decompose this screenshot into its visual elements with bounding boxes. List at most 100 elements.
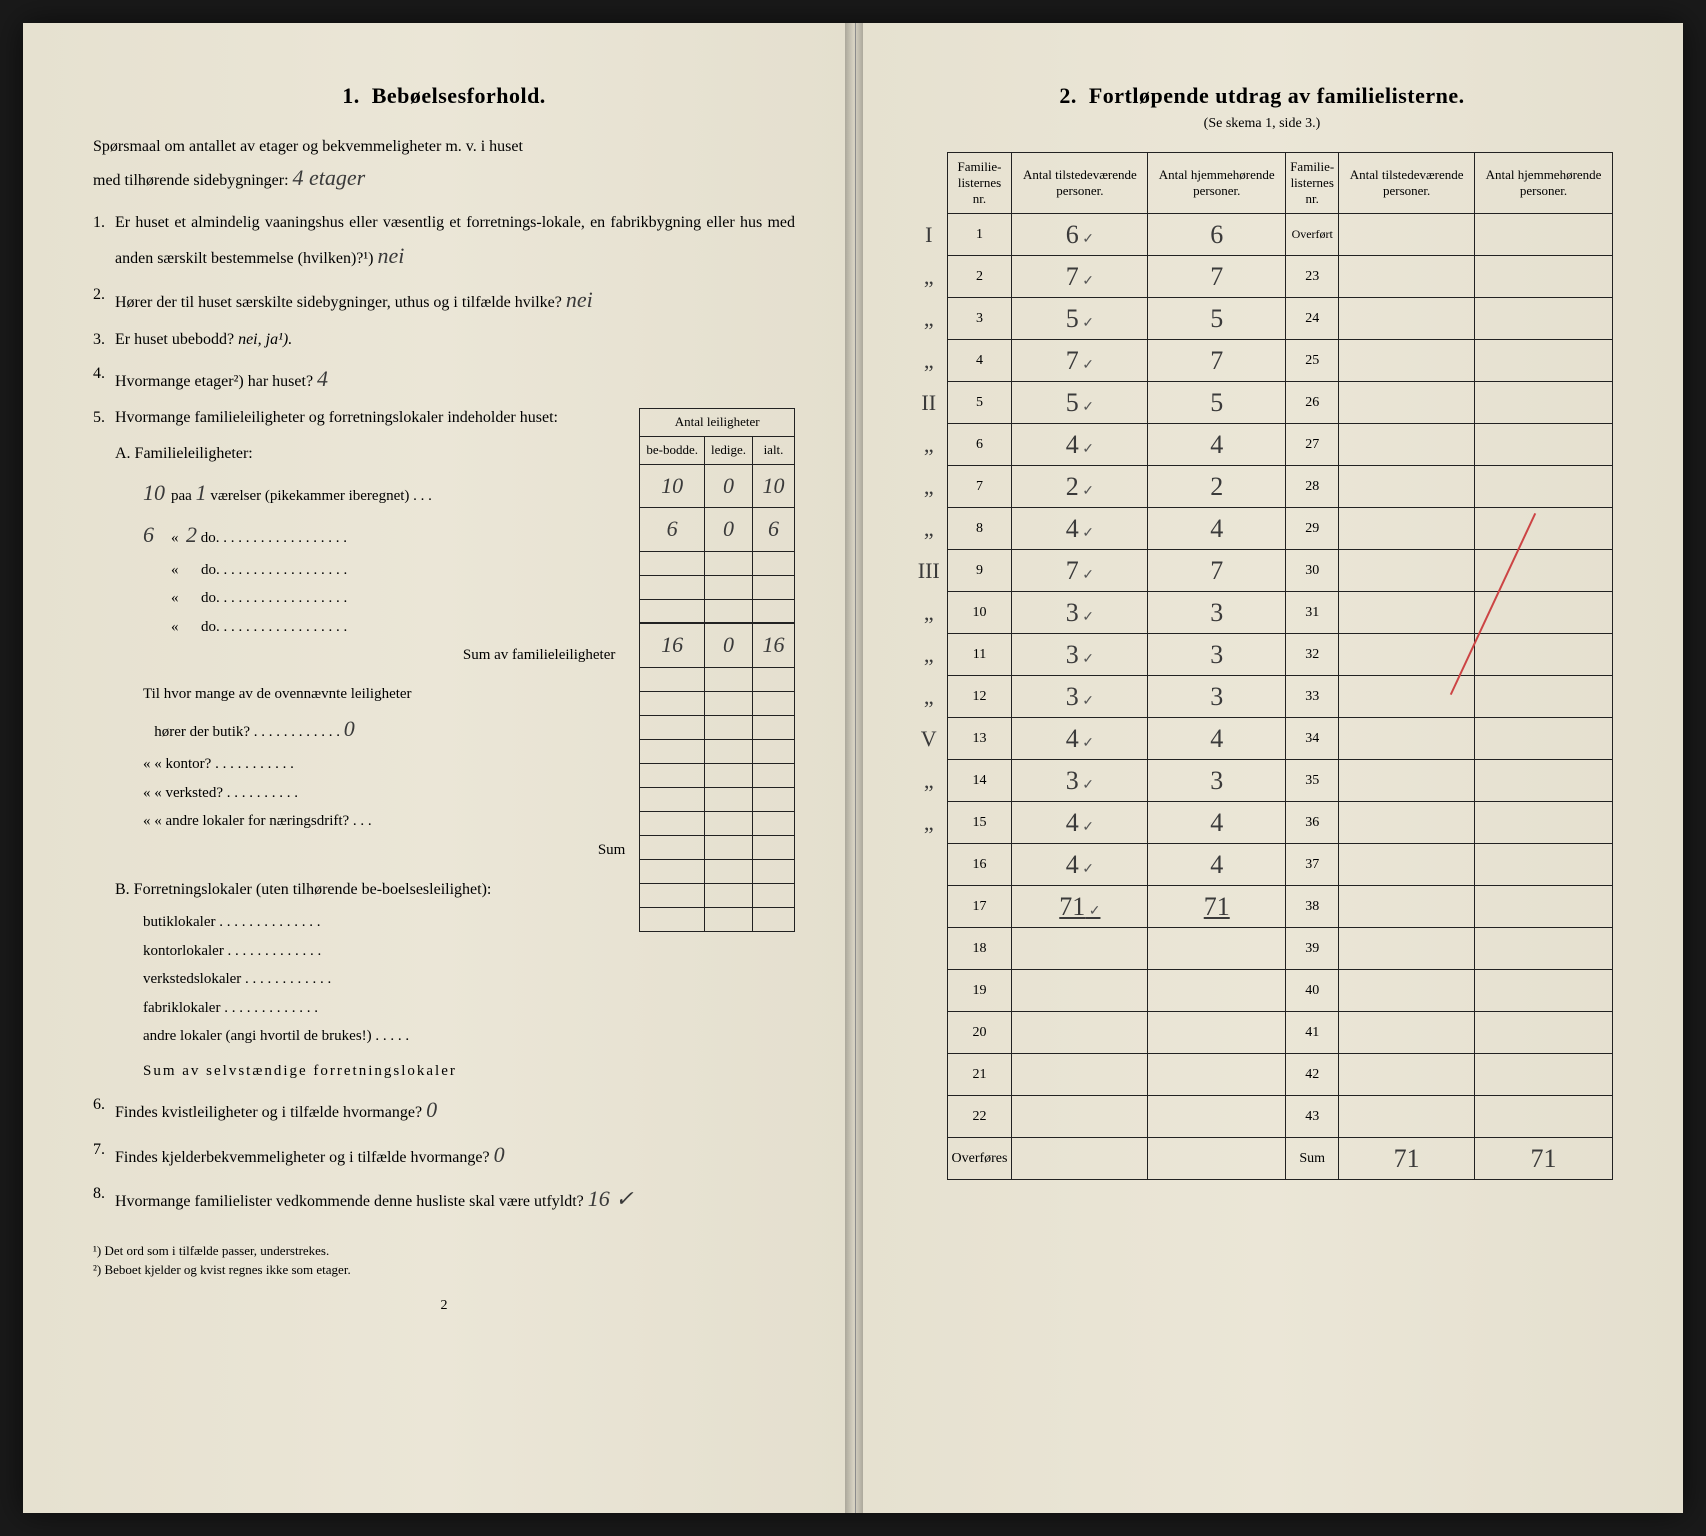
row-nr: 5 [947,382,1012,424]
row-empty1 [1339,844,1475,886]
row-roman: „ [911,508,947,550]
q2-hand: nei [566,287,593,312]
row-empty2 [1475,256,1613,298]
right-subtitle: (Se skema 1, side 3.) [911,116,1613,132]
row-hjemme: 7 [1148,340,1286,382]
row-hjemme [1148,970,1286,1012]
a-sum-row: Sum av familieleiligheter [143,641,625,670]
table-row: „47725 [911,340,1613,382]
st-header-top: Antal leiligheter [640,409,795,437]
row-tilstede: 6 [1012,214,1148,256]
row-hjemme: 6 [1148,214,1286,256]
ft-h2: Antal tilstedeværende personer. [1012,153,1148,214]
question-4: 4. Hvormange etager²) har huset? 4 [115,360,795,399]
row-empty1 [1339,382,1475,424]
footnotes: ¹) Det ord som i tilfælde passer, unders… [93,1241,795,1280]
a-row-1: 10 paa 1 værelser (pikekammer iberegnet)… [143,472,625,514]
row-tilstede: 4 [1012,508,1148,550]
st-h3: ialt. [753,437,795,465]
q1-text: Er huset et almindelig vaaningshus eller… [115,214,795,267]
document-spread: 1. Bebøelsesforhold. Spørsmaal om antall… [23,23,1683,1513]
table-row: „84429 [911,508,1613,550]
row-roman: „ [911,634,947,676]
row-nr2: 25 [1286,340,1339,382]
row-nr: 2 [947,256,1012,298]
row-tilstede: 3 [1012,634,1148,676]
fn1: ¹) Det ord som i tilfælde passer, unders… [93,1241,795,1261]
row-hjemme: 4 [1148,844,1286,886]
q8-text: Hvormange familielister vedkommende denn… [115,1193,584,1210]
row-nr: 3 [947,298,1012,340]
questions-list: 1. Er huset et almindelig vaaningshus el… [93,209,795,1219]
row-nr2: 38 [1286,886,1339,928]
row-tilstede: 7 [1012,256,1148,298]
table-row: 1839 [911,928,1613,970]
intro-hand: 4 etager [293,165,366,190]
intro-line1: Spørsmaal om antallet av etager og bekve… [93,138,523,155]
question-1: 1. Er huset et almindelig vaaningshus el… [115,209,795,276]
row-tilstede: 3 [1012,592,1148,634]
family-tbody: I166Overført„27723„35524„47725II55526„64… [911,214,1613,1138]
book-spine [845,23,863,1513]
st-sum-v2: 0 [723,632,734,657]
row-tilstede: 7 [1012,340,1148,382]
row-nr2: 30 [1286,550,1339,592]
small-table-leiligheter: Antal leiligheter be-bodde. ledige. ialt… [639,408,795,932]
row-hjemme: 71 [1148,886,1286,928]
row-empty1 [1339,592,1475,634]
intro-paragraph: Spørsmaal om antallet av etager og bekve… [93,134,795,195]
row-nr: 21 [947,1054,1012,1096]
a-row-3: « do. . . . . . . . . . . . . . . . . . [143,556,625,585]
table-row: 2243 [911,1096,1613,1138]
row-tilstede: 3 [1012,760,1148,802]
row-tilstede [1012,970,1148,1012]
ft-h5: Antal tilstedeværende personer. [1339,153,1475,214]
row-hjemme: 5 [1148,298,1286,340]
row-hjemme: 7 [1148,256,1286,298]
b-row4: fabriklokaler . . . . . . . . . . . . . [143,994,795,1023]
b-rows: butiklokaler . . . . . . . . . . . . . .… [115,908,795,1085]
row-tilstede: 4 [1012,424,1148,466]
question-7: 7. Findes kjelderbekvemmeligheter og i t… [115,1136,795,1175]
a-sum-label: Sum av familieleiligheter [463,641,615,670]
row-hjemme [1148,1012,1286,1054]
row-nr2: 29 [1286,508,1339,550]
row-nr: 18 [947,928,1012,970]
q6-hand: 0 [426,1097,437,1122]
row-empty2 [1475,886,1613,928]
right-section-num: 2. [1059,83,1077,108]
row-empty2 [1475,1012,1613,1054]
row-nr2: 23 [1286,256,1339,298]
row-hjemme: 5 [1148,382,1286,424]
row-roman [911,970,947,1012]
row-roman: III [911,550,947,592]
row-hjemme: 3 [1148,634,1286,676]
row-nr: 10 [947,592,1012,634]
question-8: 8. Hvormange familielister vedkommende d… [115,1180,795,1219]
sum-t: 71 [1339,1138,1475,1180]
left-section-title-text: Bebøelsesforhold. [372,83,546,108]
q3-pre: Er huset ubebodd? [115,331,234,348]
b-row2: kontorlokaler . . . . . . . . . . . . . [143,937,795,966]
row-hjemme: 3 [1148,760,1286,802]
q7-text: Findes kjelderbekvemmeligheter og i tilf… [115,1149,490,1166]
table-row: „143335 [911,760,1613,802]
table-row: I166Overført [911,214,1613,256]
a1-mid: 1 [196,472,207,514]
row-tilstede: 3 [1012,676,1148,718]
b-row5: andre lokaler (angi hvortil de brukes!) … [143,1022,795,1051]
row-empty1 [1339,466,1475,508]
row-nr2: 32 [1286,634,1339,676]
row-nr: 12 [947,676,1012,718]
b-sum: Sum av selvstændige forretningslokaler [143,1057,795,1086]
row-roman [911,1012,947,1054]
left-page-num: 2 [93,1298,795,1314]
ft-h6: Antal hjemmehørende personer. [1475,153,1613,214]
st-sum-v3: 16 [763,632,785,657]
table-row: „154436 [911,802,1613,844]
st-h2: ledige. [704,437,752,465]
row-empty2 [1475,382,1613,424]
row-empty2 [1475,676,1613,718]
row-hjemme: 4 [1148,508,1286,550]
row-nr: 7 [947,466,1012,508]
